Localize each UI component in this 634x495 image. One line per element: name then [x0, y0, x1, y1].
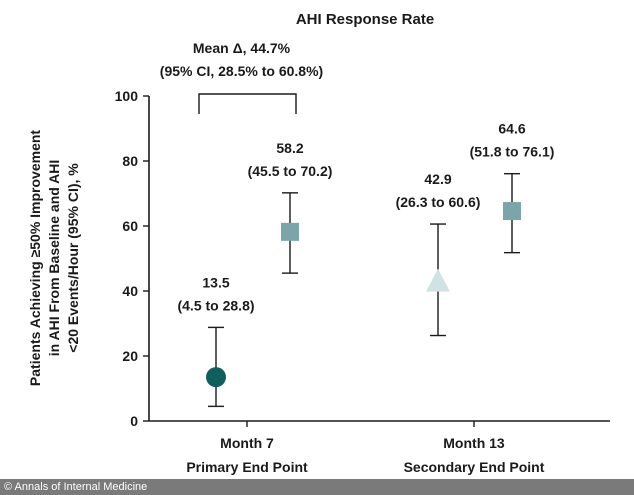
y-tick-label: 20 — [122, 348, 138, 364]
y-tick-label: 0 — [130, 413, 138, 429]
y-tick-label: 100 — [115, 88, 139, 104]
annotation-line-1: Mean Δ, 44.7% — [193, 40, 291, 56]
data-marks: 13.5 (4.5 to 28.8) 58.2 (45.5 to 70.2) 42.9 (… — [177, 121, 555, 408]
x-tick-sublabel: Secondary End Point — [404, 459, 545, 475]
data-label-ci: (51.8 to 76.1) — [470, 144, 555, 160]
footer-bar: © Annals of Internal Medicine — [0, 479, 634, 495]
data-point-group: 42.9 (26.3 to 60.6) — [396, 171, 481, 337]
data-point-group: 13.5 (4.5 to 28.8) — [177, 274, 255, 408]
data-point-group: 58.2 (45.5 to 70.2) — [248, 140, 333, 274]
data-label-value: 58.2 — [276, 140, 303, 156]
data-label-ci: (26.3 to 60.6) — [396, 194, 481, 210]
annotation-line-2: (95% CI, 28.5% to 60.8%) — [160, 63, 323, 79]
data-label-value: 13.5 — [202, 274, 229, 290]
y-axis-label-group: Patients Achieving ≥50% Improvement in AH… — [27, 130, 81, 386]
data-point-square — [503, 202, 521, 221]
annotation-bracket: Mean Δ, 44.7% (95% CI, 28.5% to 60.8%) — [160, 40, 323, 114]
data-label-ci: (4.5 to 28.8) — [177, 297, 254, 313]
x-tick-label: Month 13 — [443, 435, 505, 451]
data-label-value: 42.9 — [424, 171, 451, 187]
y-tick-label: 40 — [122, 283, 138, 299]
data-point-circle — [206, 367, 226, 388]
data-label-value: 64.6 — [498, 121, 525, 137]
data-point-group: 64.6 (51.8 to 76.1) — [470, 121, 555, 254]
y-axis-label: Patients Achieving ≥50% Improvement in AH… — [27, 130, 81, 386]
data-label-ci: (45.5 to 70.2) — [248, 163, 333, 179]
footer-copyright: © Annals of Internal Medicine — [4, 481, 148, 493]
axes: 0 20 40 60 80 100 Month 7 Primary End Point Mont… — [115, 88, 610, 475]
x-tick-label: Month 7 — [220, 435, 274, 451]
chart-title: AHI Response Rate — [296, 11, 434, 28]
y-axis-label-line-3: <20 Events/Hour (95% CI), % — [65, 163, 81, 353]
y-axis-label-line-2: in AHI From Baseline and AHI — [46, 160, 62, 357]
y-axis-label-line-1: Patients Achieving ≥50% Improvement — [27, 130, 43, 386]
annotation-bracket-line — [198, 93, 297, 114]
y-tick-label: 60 — [122, 218, 138, 234]
data-point-triangle — [426, 268, 450, 292]
y-tick-label: 80 — [122, 153, 138, 169]
data-point-square — [281, 222, 299, 241]
x-tick-sublabel: Primary End Point — [186, 459, 308, 475]
